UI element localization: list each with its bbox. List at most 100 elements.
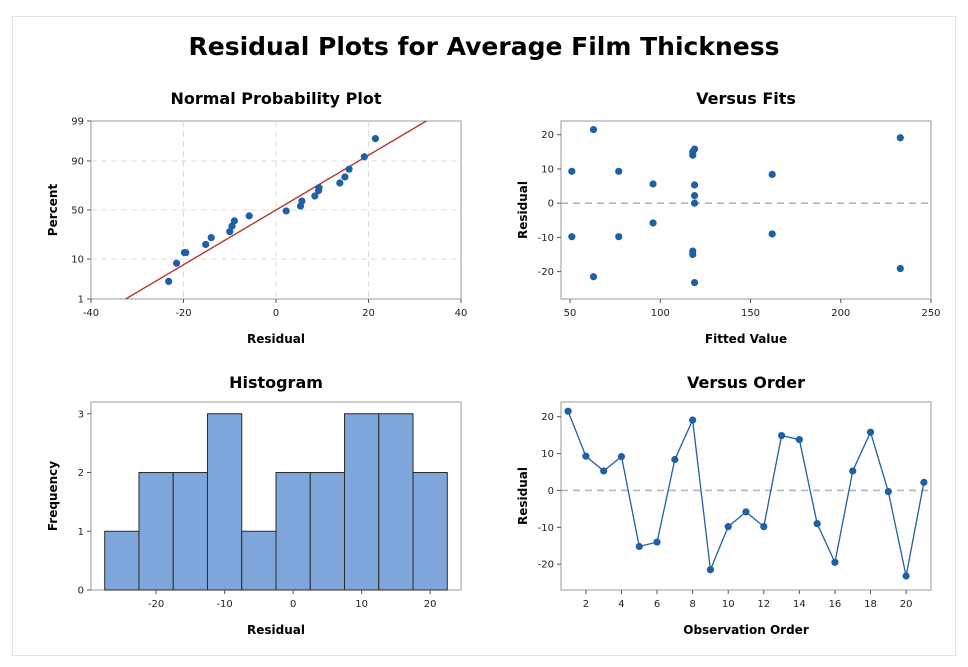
data-point [345,165,353,173]
histogram-bar [138,472,174,591]
y-tick-label: -20 [538,560,554,571]
data-point [795,436,803,444]
y-axis-label: Residual [516,467,530,525]
x-tick-label: -20 [148,599,164,610]
main-title: Residual Plots for Average Film Thicknes… [188,32,780,61]
plot-title: Normal Probability Plot [170,89,381,108]
x-axis-label: Residual [247,332,305,346]
y-tick-label: 2 [78,468,84,479]
y-tick-label: 20 [541,130,554,141]
y-tick-label: 1 [78,295,84,306]
x-tick-label: 20 [424,599,437,610]
y-tick-label: -20 [538,267,554,278]
data-point [777,431,786,440]
data-point [568,233,576,241]
data-point [564,407,572,415]
y-tick-label: 20 [541,412,554,423]
data-point [615,233,623,241]
data-point [724,522,732,531]
y-axis-label: Percent [46,184,60,237]
x-tick-label: -40 [83,308,99,319]
data-point [165,277,173,285]
data-point [336,179,344,187]
histogram-bar [412,472,448,591]
plot-title: Versus Order [687,373,805,392]
y-tick-label: 10 [541,164,554,175]
x-tick-label: 20 [900,599,913,610]
data-point [298,197,306,205]
data-point [902,572,910,580]
data-point [226,228,234,236]
data-point [690,145,699,153]
data-point [831,558,839,566]
data-point [884,487,892,496]
x-tick-label: 10 [722,599,735,610]
data-point [920,478,928,486]
fits-plot: 50 100 150 200 250 -20 -10 0 10 20 Versus Fits Fitt… [516,89,941,346]
y-tick-label: 1 [78,527,84,538]
y-tick-label: 0 [548,199,554,210]
x-tick-label: 20 [362,308,375,319]
data-point [742,508,750,516]
data-point [849,467,857,475]
x-tick-label: 14 [793,599,806,610]
y-tick-label: 99 [71,117,84,128]
data-point [649,219,657,227]
x-tick-label: 200 [831,308,850,319]
data-point [689,416,697,424]
x-tick-label: 40 [455,308,468,319]
x-tick-label: 50 [564,308,577,319]
x-tick-label: 0 [290,599,296,610]
y-tick-label: 10 [71,255,84,266]
y-tick-label: -10 [538,523,554,534]
histogram-bar [241,530,277,591]
data-point [653,538,661,546]
normal-plot: -40 -20 0 20 40 1 10 50 90 99 Normal Probability P… [46,89,467,346]
x-tick-label: 10 [355,599,368,610]
data-point [690,181,699,189]
plot-area [560,401,932,591]
data-point [311,192,319,200]
x-tick-label: 12 [757,599,770,610]
x-tick-label: 18 [864,599,877,610]
x-tick-label: 250 [921,308,940,319]
y-tick-label: 0 [548,486,554,497]
y-tick-label: 3 [78,409,84,420]
y-tick-label: -10 [538,233,554,244]
hist-plot: -20 -10 0 10 20 0 1 2 3 Histogram Residual Frequenc… [46,373,462,637]
data-point [649,180,657,188]
data-point [230,217,238,225]
data-point [245,212,253,220]
data-point [671,455,679,464]
data-point [768,230,776,238]
data-point [615,167,623,175]
histogram-bar [104,530,140,591]
x-axis-label: Fitted Value [705,332,787,346]
x-axis-label: Observation Order [683,623,809,637]
data-point [582,452,590,460]
data-point [635,542,643,551]
x-tick-label: 8 [689,599,695,610]
x-tick-label: 0 [273,308,279,319]
data-point [371,135,380,143]
data-point [813,520,821,528]
data-point [172,259,181,267]
data-point [760,522,768,531]
data-point [589,125,598,134]
histogram-bar [172,472,208,591]
histogram-bar [206,413,243,591]
x-tick-label: -10 [216,599,232,610]
data-point [568,167,576,175]
x-tick-label: 100 [651,308,670,319]
data-point [282,207,290,215]
data-point [202,240,210,249]
data-point [180,248,189,257]
data-point [866,428,875,436]
data-point [360,153,368,161]
data-point [315,184,323,192]
fit-line [125,120,427,300]
data-point [207,234,215,242]
histogram-bar [344,413,380,591]
data-point [617,452,626,461]
